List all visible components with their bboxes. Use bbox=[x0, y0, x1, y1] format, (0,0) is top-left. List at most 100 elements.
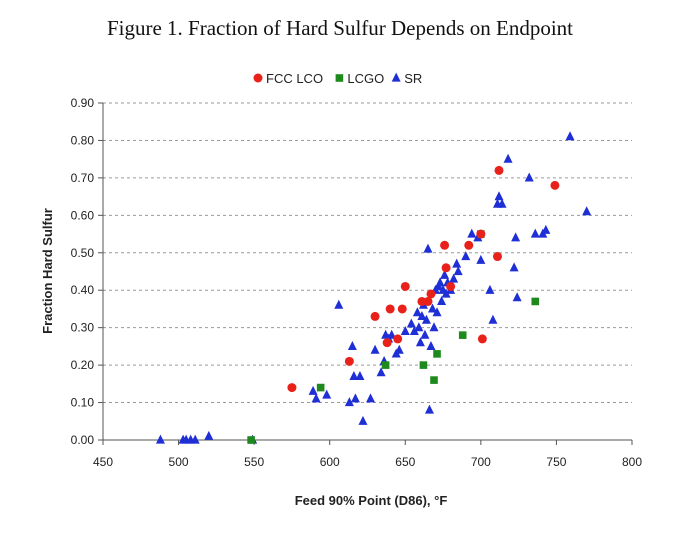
legend-item-sr: SR bbox=[391, 71, 422, 86]
fcc-lco-point bbox=[344, 356, 354, 366]
sr-point bbox=[503, 153, 513, 163]
fcc-lco-point bbox=[287, 383, 297, 393]
plot-frame bbox=[102, 103, 632, 441]
sr-point bbox=[509, 262, 519, 272]
legend-label-sr: SR bbox=[404, 71, 422, 86]
sr-point bbox=[453, 266, 463, 276]
x-tick-label: 750 bbox=[546, 455, 566, 469]
fcc-lco-point bbox=[382, 338, 392, 348]
x-tick-labels: 450 500 550 600 650 700 750 800 bbox=[93, 440, 642, 469]
x-tick-label: 800 bbox=[622, 455, 642, 469]
sr-point bbox=[440, 269, 450, 279]
sr-point bbox=[308, 385, 318, 395]
x-tick-label: 550 bbox=[244, 455, 264, 469]
sr-point bbox=[427, 303, 437, 313]
sr-point bbox=[432, 307, 442, 317]
sr-point bbox=[155, 434, 165, 444]
sr-point bbox=[449, 273, 459, 283]
sr-point bbox=[426, 340, 436, 350]
sr-point bbox=[497, 198, 507, 208]
figure-title: Figure 1. Fraction of Hard Sulfur Depend… bbox=[106, 16, 573, 40]
sr-point bbox=[437, 296, 447, 306]
sr-point bbox=[349, 370, 359, 380]
fcc-lco-point bbox=[494, 165, 504, 175]
sr-point bbox=[311, 393, 321, 403]
sr-point bbox=[494, 191, 504, 201]
legend-item-fcc-lco: FCC LCO bbox=[253, 71, 323, 86]
sr-point bbox=[441, 288, 451, 298]
fcc-lco-point bbox=[477, 334, 487, 344]
y-axis-label: Fraction Hard Sulfur bbox=[40, 208, 55, 334]
legend-item-lcgo: LCGO bbox=[335, 71, 384, 86]
legend-marker-lcgo bbox=[335, 74, 344, 82]
y-tick-label: 0.90 bbox=[71, 96, 95, 110]
lcgo-point bbox=[430, 376, 438, 384]
sr-point bbox=[334, 299, 344, 309]
sr-point bbox=[406, 318, 416, 328]
sr-point bbox=[414, 322, 424, 332]
sr-point bbox=[376, 367, 386, 377]
sr-point bbox=[421, 314, 431, 324]
x-axis-label: Feed 90% Point (D86), °F bbox=[295, 493, 448, 508]
x-tick-label: 500 bbox=[169, 455, 189, 469]
sr-point bbox=[358, 415, 368, 425]
sr-point bbox=[350, 393, 360, 403]
lcgo-point bbox=[531, 297, 540, 306]
y-tick-label: 0.70 bbox=[71, 171, 95, 185]
sr-point bbox=[394, 344, 404, 354]
legend-label-fcc-lco: FCC LCO bbox=[266, 71, 323, 86]
sr-point bbox=[355, 370, 365, 380]
sr-point bbox=[511, 232, 521, 242]
sr-point bbox=[322, 389, 332, 399]
sr-point bbox=[467, 228, 477, 238]
fcc-lco-point bbox=[400, 281, 410, 291]
lcgo-point bbox=[381, 361, 390, 369]
fcc-lco-point bbox=[393, 334, 403, 344]
sr-point bbox=[417, 311, 427, 321]
y-tick-labels: 0.00 0.10 0.20 0.30 0.40 0.50 0.60 0.70 0.80 0.90 bbox=[71, 96, 95, 447]
y-tick-label: 0.10 bbox=[71, 396, 95, 410]
gridlines bbox=[98, 102, 632, 441]
sr-point bbox=[344, 397, 354, 407]
fcc-lco-point bbox=[446, 281, 456, 291]
x-tick-label: 600 bbox=[320, 455, 340, 469]
fcc-lco-point bbox=[441, 263, 451, 273]
sr-point bbox=[476, 254, 486, 264]
x-tick-label: 450 bbox=[93, 455, 113, 469]
sr-point bbox=[512, 292, 522, 302]
y-tick-label: 0.50 bbox=[71, 246, 95, 260]
y-tick-label: 0.60 bbox=[71, 208, 95, 222]
y-tick-label: 0.80 bbox=[71, 133, 95, 147]
sr-point bbox=[541, 224, 551, 234]
sr-point bbox=[420, 329, 430, 339]
lcgo-point bbox=[247, 436, 255, 444]
fcc-lco-point bbox=[426, 289, 436, 299]
sr-point bbox=[435, 277, 445, 287]
legend-marker-fcc-lco bbox=[253, 73, 263, 83]
sr-point bbox=[400, 326, 410, 336]
y-tick-label: 0.40 bbox=[71, 283, 95, 297]
sr-point bbox=[524, 172, 534, 182]
lcgo-point bbox=[458, 331, 467, 339]
lcgo-point bbox=[433, 350, 441, 358]
y-tick-label: 0.20 bbox=[71, 358, 95, 372]
fcc-lco-point bbox=[492, 252, 502, 262]
sr-point bbox=[461, 251, 471, 261]
sr-point bbox=[347, 340, 357, 350]
y-tick-label: 0.30 bbox=[71, 321, 95, 335]
sr-point bbox=[190, 434, 200, 444]
sr-point bbox=[409, 326, 419, 336]
sr-point bbox=[488, 314, 498, 324]
sr-point bbox=[366, 393, 376, 403]
sr-point bbox=[370, 344, 380, 354]
fcc-lco-point bbox=[464, 240, 474, 250]
y-tick-label: 0.00 bbox=[71, 433, 95, 447]
fcc-lco-point bbox=[440, 240, 450, 250]
sr-point bbox=[582, 206, 592, 216]
sr-point bbox=[424, 404, 434, 414]
sr-point bbox=[530, 228, 540, 238]
fcc-lco-point bbox=[370, 311, 380, 321]
sr-point bbox=[204, 430, 214, 440]
sr-point bbox=[423, 243, 433, 253]
